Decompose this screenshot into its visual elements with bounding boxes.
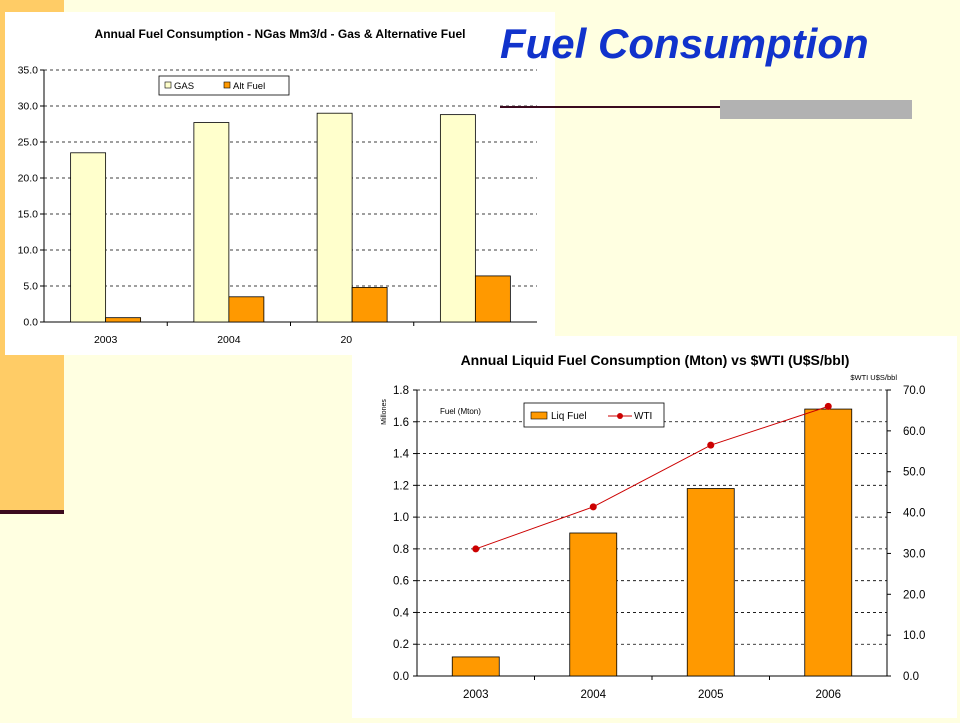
chart2-bar-liq-fuel — [686, 488, 735, 677]
chart1-bar-alt-fuel — [228, 296, 265, 323]
chart2-y-tick-label: 0.2 — [393, 639, 409, 651]
chart1-legend: GAS Alt Fuel — [158, 75, 290, 96]
chart2-y2-tick-label: 70.0 — [903, 385, 925, 397]
chart1-y-tick-label: 15.0 — [18, 209, 39, 221]
chart1-legend-label: GAS — [174, 81, 194, 92]
chart2-y-tick-label: 1.6 — [393, 417, 409, 429]
gas-chart: Annual Fuel Consumption - NGas Mm3/d - G… — [5, 12, 555, 355]
chart2-y-tick-label: 0.0 — [393, 671, 409, 683]
chart2-wti-point — [589, 503, 597, 511]
chart2-legend-box — [523, 402, 665, 428]
chart1-bar-alt-fuel — [105, 317, 142, 323]
chart1-bar-alt-fuel — [474, 275, 511, 323]
chart1-x-tick-label: 2003 — [94, 334, 118, 346]
chart1-bar-gas — [316, 112, 353, 323]
chart2-wti-point — [707, 441, 715, 449]
chart2-y-tick-label: 1.8 — [393, 385, 409, 397]
left-accent-rule — [0, 510, 64, 514]
gas-chart-panel: Annual Fuel Consumption - NGas Mm3/d - G… — [5, 12, 555, 355]
chart1-y-tick-label: 10.0 — [18, 245, 39, 257]
chart1-bar-gas — [439, 114, 476, 323]
chart2-legend-label: Liq Fuel — [551, 411, 587, 422]
chart2-legend-swatch-bar — [530, 411, 548, 420]
liquid-fuel-chart-panel: Annual Liquid Fuel Consumption (Mton) vs… — [352, 336, 957, 718]
chart2-y2-label: $WTI U$S/bbl — [850, 373, 897, 382]
chart2-y2-tick-label: 20.0 — [903, 589, 925, 601]
chart2-x-tick-label: 2003 — [463, 689, 489, 701]
slide-title: Fuel Consumption — [500, 20, 869, 67]
chart2-y2-tick-label: 10.0 — [903, 630, 925, 642]
chart2-x-tick-label: 2006 — [815, 689, 841, 701]
chart2-y-tick-label: 0.8 — [393, 544, 409, 556]
chart2-legend: Liq Fuel WTI — [523, 402, 665, 428]
chart2-wti-point — [824, 402, 832, 410]
chart2-y2-tick-label: 60.0 — [903, 426, 925, 438]
chart2-bar-liq-fuel — [451, 656, 500, 677]
chart2-y-tick-label: 1.4 — [393, 449, 410, 461]
chart2-y2-tick-label: 40.0 — [903, 508, 925, 520]
chart2-y-tick-label: 1.0 — [393, 512, 409, 524]
chart2-y2-tick-label: 0.0 — [903, 671, 919, 683]
chart1-y-tick-label: 25.0 — [18, 137, 39, 149]
chart1-legend-swatch — [164, 81, 172, 89]
chart2-y-tick-label: 0.4 — [393, 607, 410, 619]
chart2-x-tick-label: 2004 — [580, 689, 606, 701]
chart1-y-tick-label: 20.0 — [18, 173, 39, 185]
chart1-bar-gas — [70, 152, 107, 323]
chart1-legend-swatch — [223, 81, 231, 89]
chart2-title: Annual Liquid Fuel Consumption (Mton) vs… — [461, 352, 850, 368]
chart2-wti-point — [472, 545, 480, 553]
title-gray-block — [720, 100, 912, 119]
chart2-y-tick-label: 0.6 — [393, 576, 409, 588]
chart2-y-tick-label: 1.2 — [393, 480, 409, 492]
title-underline — [500, 106, 912, 108]
chart1-y-tick-label: 5.0 — [23, 281, 38, 293]
chart2-y2-tick-label: 30.0 — [903, 548, 925, 560]
chart1-legend-label: Alt Fuel — [233, 81, 265, 92]
chart1-y-tick-label: 30.0 — [18, 101, 39, 113]
chart2-wti-line — [475, 405, 829, 550]
chart1-title: Annual Fuel Consumption - NGas Mm3/d - G… — [95, 27, 466, 41]
chart2-x-tick-label: 2005 — [698, 689, 724, 701]
chart2-y-units-label: Millones — [381, 399, 388, 425]
chart2-background — [352, 336, 957, 718]
chart2-legend-label: WTI — [634, 411, 652, 422]
chart2-bar-liq-fuel — [804, 408, 853, 677]
chart2-bar-liq-fuel — [569, 532, 618, 677]
chart1-y-tick-label: 0.0 — [23, 317, 38, 329]
chart2-y-label: Fuel (Mton) — [440, 407, 481, 416]
chart2-legend-swatch-point — [617, 413, 623, 419]
chart1-x-tick-label: 2004 — [217, 334, 241, 346]
chart2-y2-tick-label: 50.0 — [903, 467, 925, 479]
chart1-bar-gas — [193, 122, 230, 323]
chart1-bar-alt-fuel — [351, 287, 388, 323]
liquid-fuel-chart: Annual Liquid Fuel Consumption (Mton) vs… — [352, 336, 957, 718]
chart1-y-tick-label: 35.0 — [18, 65, 39, 77]
